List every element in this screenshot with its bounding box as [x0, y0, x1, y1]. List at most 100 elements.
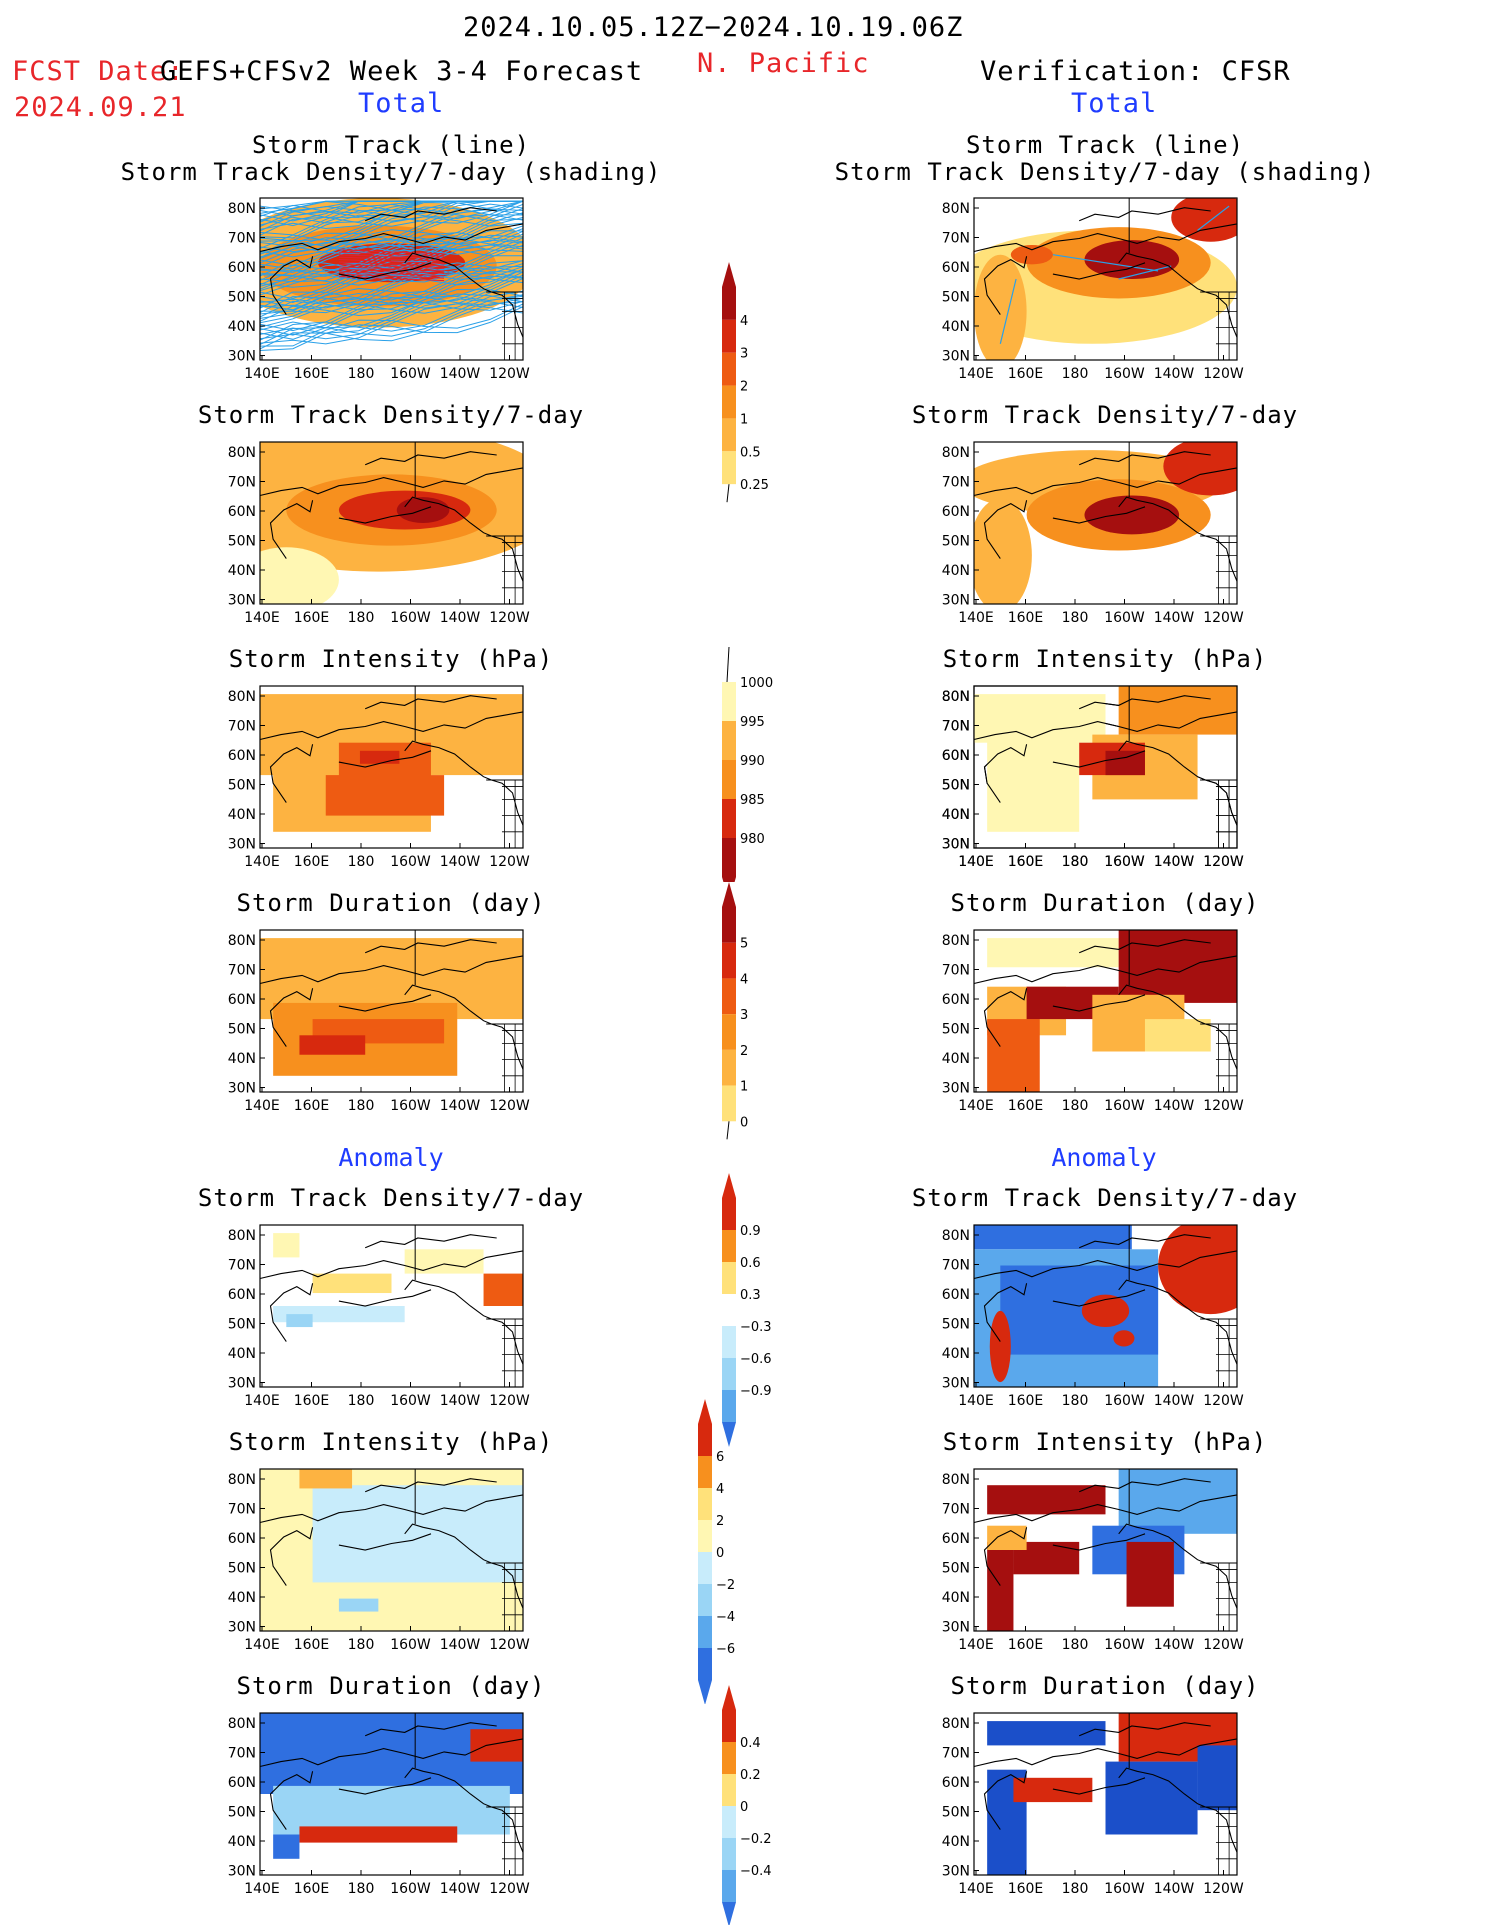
colorbar-segment	[722, 721, 736, 760]
coastline	[338, 750, 432, 768]
colorbar-segment	[722, 287, 736, 320]
colorbar-label: 6	[716, 1450, 724, 1465]
region-label: N. Pacific	[697, 48, 870, 79]
lon-tick-label: 140E	[244, 1637, 280, 1653]
coastline	[1205, 779, 1238, 826]
colorbar-segment	[722, 1774, 736, 1806]
storm-track-line	[338, 251, 445, 257]
shade-blob	[1171, 198, 1237, 242]
lat-tick-label: 80N	[228, 1716, 256, 1732]
date-range-title: 2024.10.05.12Z−2024.10.19.06Z	[463, 12, 964, 43]
lat-tick-label: 60N	[228, 1287, 256, 1303]
lat-tick-label: 70N	[942, 1502, 970, 1518]
coastline	[338, 262, 432, 280]
colorbar-segment	[722, 1838, 736, 1870]
coastline	[364, 1722, 497, 1737]
lat-tick-label: 50N	[228, 778, 256, 794]
lon-tick-label: 180	[1062, 854, 1089, 870]
coastline	[338, 994, 432, 1012]
lat-tick-label: 70N	[228, 475, 256, 491]
right-total-label: Total	[1071, 88, 1158, 119]
shade-cell	[299, 1035, 366, 1055]
shading-layer	[974, 442, 1237, 604]
colorbar-segment	[722, 1262, 736, 1294]
lat-tick-label: 70N	[942, 1746, 970, 1762]
coastline	[404, 1767, 492, 1808]
lon-tick-label: 160E	[294, 1881, 330, 1897]
colorbar-intensity-total: 1000 995 990 985 980	[722, 646, 773, 882]
lon-tick-label: 120W	[489, 854, 530, 870]
shading-layer	[260, 1469, 523, 1631]
shade-cell	[273, 1233, 300, 1258]
verification-label: Verification: CFSR	[980, 56, 1291, 87]
map-border	[259, 1712, 524, 1876]
coastline	[1205, 535, 1238, 582]
lat-tick-label: 50N	[942, 1022, 970, 1038]
lat-tick-label: 30N	[228, 1864, 256, 1880]
shade-cell	[1105, 750, 1145, 776]
shading-layer	[987, 1713, 1237, 1875]
colorbar-arrow-bottom	[722, 1422, 736, 1447]
lon-tick-label: 160E	[294, 1393, 330, 1409]
coastline	[259, 1250, 524, 1280]
shading-layer	[260, 694, 523, 832]
lat-tick-label: 30N	[942, 1620, 970, 1636]
lon-tick-label: 160W	[1104, 854, 1145, 870]
lat-tick-label: 70N	[228, 1258, 256, 1274]
lat-tick-label: 60N	[228, 260, 256, 276]
coastline	[1052, 750, 1146, 768]
shade-cell	[1197, 1745, 1237, 1811]
lon-tick-label: 140E	[244, 366, 280, 382]
colorbar-tail	[726, 484, 730, 503]
colorbar-label: 0	[740, 1115, 748, 1130]
storm-track-line	[260, 290, 523, 341]
shade-cell	[987, 1525, 1027, 1550]
storm-track-line	[999, 278, 1017, 344]
lon-tick-label: 160W	[1104, 854, 1145, 870]
storm-track-line	[338, 268, 445, 274]
shade-cell	[1000, 1265, 1159, 1355]
map-border	[973, 929, 1238, 1093]
colorbar-density-total: 4 3 2 1 0.5 0.25	[722, 262, 769, 503]
lat-tick-label: 50N	[942, 1805, 970, 1821]
coastline	[338, 1533, 432, 1551]
storm-track-line	[338, 249, 445, 255]
storm-track-line	[338, 273, 445, 279]
storm-track-line	[260, 200, 523, 230]
colorbar-segment	[698, 1520, 712, 1552]
lon-tick-label: 180	[348, 610, 375, 626]
storm-track-line	[260, 200, 523, 236]
lon-tick-label: 160W	[390, 1637, 431, 1653]
lat-tick-label: 40N	[942, 1834, 970, 1850]
map-border	[259, 197, 524, 361]
colorbar-label: −0.4	[740, 1864, 772, 1879]
lon-tick-label: 180	[1062, 1098, 1089, 1114]
coastline	[983, 256, 1028, 315]
lon-tick-label: 120W	[1203, 854, 1244, 870]
colorbar-segment	[722, 1294, 736, 1326]
lon-tick-label: 140W	[1154, 1881, 1195, 1897]
colorbar-label: 0.6	[740, 1256, 761, 1271]
lon-tick-label: 160W	[390, 1393, 431, 1409]
coastline	[1118, 496, 1206, 537]
coastline	[1205, 1562, 1238, 1609]
colorbar-label: 985	[740, 793, 765, 808]
storm-track-line	[260, 303, 523, 345]
right-anom-density-title: Storm Track Density/7-day	[911, 1184, 1299, 1212]
lat-tick-label: 80N	[942, 689, 970, 705]
colorbar-density-anom: 0.9 0.6 0.3 −0.3 −0.6 −0.9	[722, 1173, 772, 1447]
storm-track-line	[260, 272, 523, 314]
lon-tick-label: 120W	[489, 366, 530, 382]
lat-tick-label: 80N	[228, 689, 256, 705]
storm-track-line	[260, 244, 523, 296]
colorbar-segment	[698, 1424, 712, 1456]
shading-layer	[974, 686, 1237, 832]
coastline	[1052, 1533, 1146, 1551]
colorbar-segment	[722, 1806, 736, 1838]
shade-cell	[987, 1541, 1014, 1631]
